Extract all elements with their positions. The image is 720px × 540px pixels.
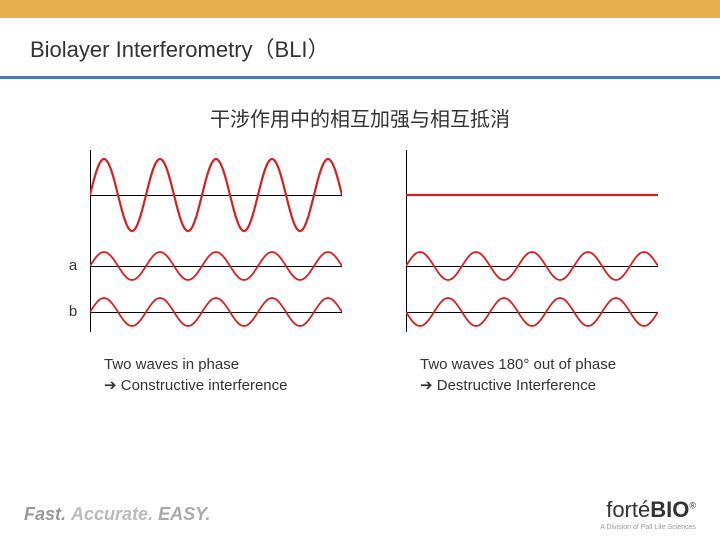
- footer: Fast. Accurate. EASY. fortéBIO® A Divisi…: [0, 488, 720, 540]
- cap-right-1: Two waves 180° out of phase: [420, 356, 616, 373]
- logo-prefix: forté: [606, 497, 650, 522]
- tagline: Fast. Accurate. EASY.: [24, 504, 210, 525]
- logo-subtext: A Division of Pall Life Sciences: [600, 524, 696, 531]
- label-a: a: [62, 257, 84, 274]
- subtitle-area: 干涉作用中的相互加强与相互抵消: [0, 79, 720, 150]
- arrow-icon: ➔: [420, 377, 433, 394]
- tagline-easy: EASY.: [158, 504, 210, 524]
- logo-bold: BIO: [650, 497, 689, 522]
- cap-right-2: Destructive Interference: [437, 377, 596, 394]
- constructive-a-row: [90, 246, 342, 286]
- tagline-accurate: Accurate.: [71, 504, 153, 524]
- subtitle: 干涉作用中的相互加强与相互抵消: [0, 103, 720, 132]
- page-title: Biolayer Interferometry（BLI）: [30, 32, 720, 64]
- constructive-caption: Two waves in phase ➔ Constructive interf…: [62, 354, 342, 396]
- destructive-b-row: [406, 292, 658, 332]
- destructive-sum-wave: [406, 150, 658, 240]
- cap-left-2: Constructive interference: [121, 377, 288, 394]
- constructive-b-row: [90, 292, 342, 332]
- top-accent-bar: [0, 0, 720, 18]
- destructive-panel: [378, 150, 658, 332]
- destructive-b-wave: [406, 292, 658, 332]
- cap-left-1: Two waves in phase: [104, 356, 239, 373]
- constructive-sum-wave: [90, 150, 342, 240]
- constructive-a-wave: [90, 246, 342, 286]
- title-area: Biolayer Interferometry（BLI）: [0, 18, 720, 76]
- destructive-caption: Two waves 180° out of phase ➔ Destructiv…: [378, 354, 658, 396]
- tagline-fast: Fast.: [24, 504, 66, 524]
- destructive-sum-chart: [406, 150, 658, 240]
- destructive-a-wave: [406, 246, 658, 286]
- destructive-a-row: [406, 246, 658, 286]
- captions: Two waves in phase ➔ Constructive interf…: [0, 332, 720, 396]
- constructive-panel: a b: [62, 150, 342, 332]
- logo: fortéBIO® A Division of Pall Life Scienc…: [600, 497, 696, 531]
- diagram-area: a b: [0, 150, 720, 332]
- arrow-icon: ➔: [104, 377, 117, 394]
- constructive-b-wave: [90, 292, 342, 332]
- label-b: b: [62, 303, 84, 320]
- constructive-sum-chart: [90, 150, 342, 240]
